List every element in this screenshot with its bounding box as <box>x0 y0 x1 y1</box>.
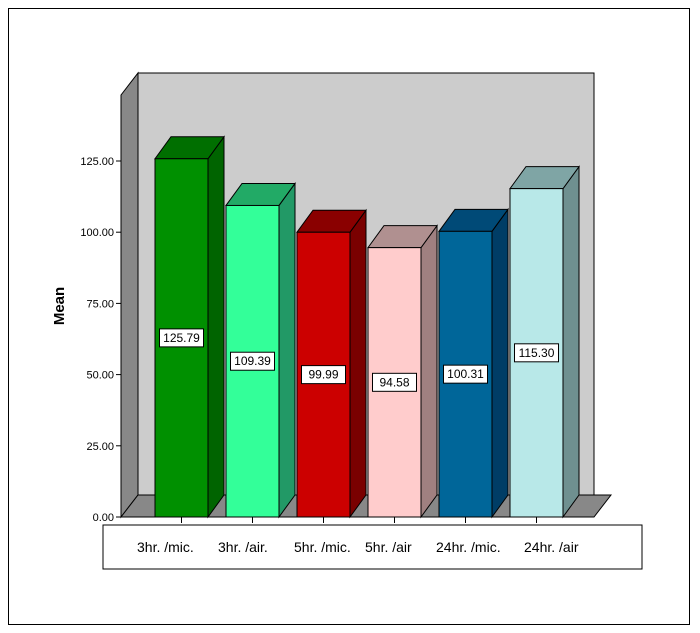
x-tick-label: 24hr. /mic. <box>436 539 501 555</box>
y-tick-label: 25.00 <box>86 441 114 453</box>
bar-group: 125.79 <box>154 135 225 519</box>
y-tick-label: 125.00 <box>80 156 114 168</box>
data-label-box <box>372 372 417 392</box>
y-axis-title: Mean <box>51 287 68 325</box>
bar-side <box>207 135 225 519</box>
bar-side <box>278 181 296 519</box>
bar-group: 100.31 <box>438 207 509 519</box>
x-tick-label: 24hr. /air <box>524 539 579 555</box>
bar-group: 109.39 <box>225 181 296 519</box>
data-label-box <box>301 365 346 385</box>
y-axis: 0.00 25.00 50.00 75.00 100.00 125.00 Mean <box>51 95 537 524</box>
data-label: 109.39 <box>234 354 271 368</box>
bars: 125.79 109.39 99.99 94.58 100.31 115.30 <box>154 135 580 519</box>
x-tick-label: 3hr. /mic. <box>137 539 194 555</box>
bar-group: 94.58 <box>367 224 438 519</box>
data-label-box <box>443 364 488 384</box>
bar-side <box>491 207 509 519</box>
y-tick-label: 100.00 <box>80 227 114 239</box>
bar-group: 99.99 <box>296 208 367 519</box>
bar-side <box>562 165 580 519</box>
y-tick-label: 75.00 <box>86 298 114 310</box>
data-label: 125.79 <box>163 331 200 345</box>
data-label-box <box>159 328 204 348</box>
x-tick-label: 5hr. /air <box>365 539 412 555</box>
data-label: 94.58 <box>379 375 409 389</box>
y-tick-label: 0.00 <box>93 512 114 524</box>
y-tick-label: 50.00 <box>86 370 114 382</box>
x-tick-label: 3hr. /air. <box>218 539 268 555</box>
x-axis-category-box: 3hr. /mic. 3hr. /air. 5hr. /mic. 5hr. /air 2… <box>102 524 643 570</box>
data-label-box <box>230 351 275 371</box>
x-tick-label: 5hr. /mic. <box>294 539 351 555</box>
data-label-box <box>514 343 559 363</box>
data-label: 100.31 <box>447 367 484 381</box>
category-box <box>102 524 643 570</box>
bar-side <box>349 208 367 519</box>
bar-group: 115.30 <box>509 165 580 519</box>
data-label: 115.30 <box>519 346 555 360</box>
bar-side <box>420 224 438 519</box>
data-label: 99.99 <box>308 368 338 382</box>
left-wall <box>120 71 139 519</box>
